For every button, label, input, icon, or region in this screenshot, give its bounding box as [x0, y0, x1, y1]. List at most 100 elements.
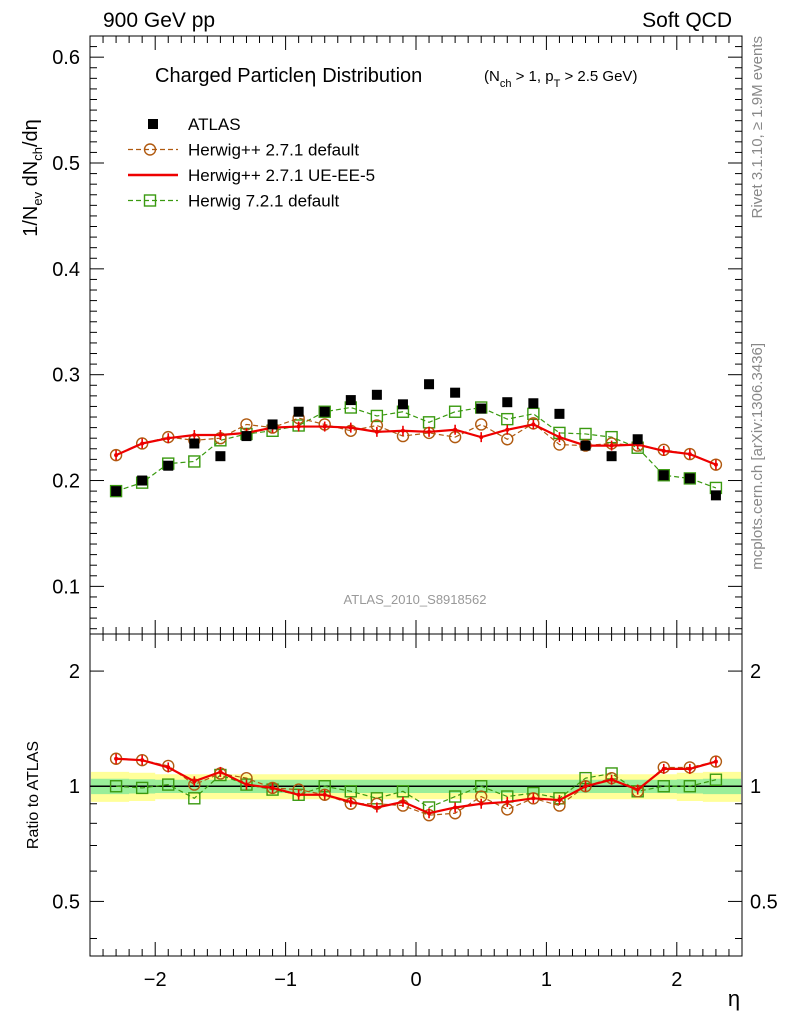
data-point	[709, 755, 723, 768]
data-point	[114, 756, 119, 761]
x-axis-label: η	[728, 986, 740, 1011]
data-point	[476, 403, 487, 414]
x-tick-label: −2	[144, 969, 167, 991]
data-point	[109, 448, 123, 462]
data-point	[188, 792, 201, 805]
y-tick-label-right: 2	[750, 661, 761, 683]
legend: ATLAS Herwig++ 2.7.1 default Herwig++ 2.7.…	[128, 115, 375, 211]
y-tick-label: 0.1	[52, 576, 80, 598]
data-point	[400, 428, 405, 433]
data-point	[658, 470, 669, 481]
data-point	[502, 397, 513, 408]
data-point	[215, 451, 226, 462]
series-line	[115, 417, 717, 466]
series-herwig-2-7-1-ue-ee-5	[114, 753, 718, 819]
data-point	[657, 780, 670, 793]
data-point	[140, 441, 145, 446]
data-point	[140, 758, 145, 763]
plot-title-tail: Distribution	[317, 65, 423, 87]
data-point	[579, 780, 592, 793]
data-point	[557, 798, 562, 803]
data-point	[241, 431, 252, 442]
data-point	[148, 119, 158, 129]
y-tick-label: 1	[69, 776, 80, 798]
data-point	[371, 389, 382, 400]
series-herwig-7-2-1-default	[109, 401, 723, 498]
data-point	[531, 422, 536, 427]
y-tick-label: 0.5	[52, 891, 80, 913]
data-point	[189, 438, 200, 449]
data-point	[632, 434, 643, 445]
data-point	[606, 451, 617, 462]
y-tick-label-right: 1	[750, 776, 761, 798]
y-tick-label: 0.4	[52, 259, 80, 281]
legend-entry: Herwig++ 2.7.1 default	[128, 141, 359, 160]
data-point	[661, 766, 666, 771]
data-point	[162, 778, 175, 791]
data-point	[709, 458, 723, 471]
data-point	[450, 387, 461, 398]
rivet-label: Rivet 3.1.10, ≥ 1.9M events	[749, 36, 766, 219]
data-point	[453, 805, 458, 810]
data-point	[109, 780, 123, 793]
series-line	[115, 423, 717, 466]
data-point	[344, 785, 357, 798]
data-point	[218, 433, 223, 438]
data-point	[479, 435, 484, 440]
data-point	[710, 490, 721, 501]
data-point	[684, 473, 695, 484]
data-point	[111, 486, 122, 497]
x-tick-label: 1	[541, 969, 552, 991]
data-point	[609, 777, 614, 782]
plot-title-cuts: (Nch > 1, pT > 2.5 GeV)	[484, 68, 637, 90]
data-point	[554, 408, 565, 419]
data-point	[143, 194, 157, 207]
header-right: Soft QCD	[642, 9, 732, 32]
data-point	[296, 792, 301, 797]
data-point	[427, 811, 432, 816]
data-point	[557, 435, 562, 440]
x-tick-label: 0	[410, 969, 421, 991]
data-point	[687, 766, 692, 771]
series-line	[116, 758, 717, 816]
data-point	[166, 436, 171, 441]
data-point	[348, 425, 353, 430]
legend-entry: ATLAS	[148, 115, 241, 134]
data-point	[475, 780, 488, 793]
data-point	[143, 143, 157, 156]
data-point	[397, 399, 408, 410]
legend-entry: Herwig 7.2.1 default	[128, 192, 339, 211]
data-point	[322, 424, 327, 429]
main-y-axis-label: 1/Nev dNch/dη	[20, 119, 45, 237]
data-point	[318, 405, 331, 418]
data-point	[657, 469, 670, 482]
data-point	[683, 780, 697, 793]
data-point	[348, 799, 353, 804]
plot-title-eta: η	[304, 63, 317, 87]
data-point	[218, 769, 223, 774]
data-point	[270, 785, 275, 790]
data-point	[501, 412, 514, 426]
ratio-plot-frame	[89, 633, 743, 957]
data-point	[374, 429, 379, 434]
data-point	[374, 805, 379, 810]
data-point	[609, 443, 614, 448]
header-left: 900 GeV pp	[103, 9, 215, 32]
x-tick-label: 2	[671, 969, 682, 991]
legend-label: ATLAS	[188, 115, 241, 134]
data-point	[687, 452, 692, 457]
data-point	[296, 424, 301, 429]
data-point	[713, 759, 718, 764]
data-point	[531, 796, 536, 801]
series-line	[115, 406, 717, 492]
ratio-plot-panel: −2 −1 0 1 2 0.5 0.5 1 1 2 2 Ratio to ATLAS η	[25, 633, 778, 1011]
data-point	[244, 782, 249, 787]
data-point	[319, 406, 330, 417]
data-point	[479, 801, 484, 806]
source-label: mcplots.cern.ch [arXiv:1306.3436]	[749, 343, 766, 570]
data-point	[427, 429, 432, 434]
data-point	[109, 484, 123, 498]
data-point	[163, 460, 174, 471]
data-point	[635, 787, 640, 792]
data-point	[527, 407, 540, 421]
